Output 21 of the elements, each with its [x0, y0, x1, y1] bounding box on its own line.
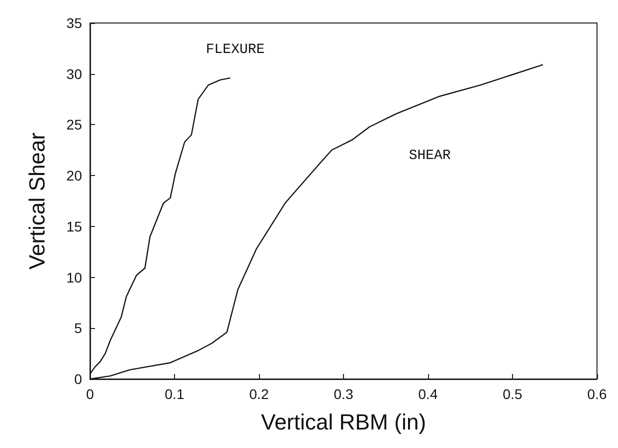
text: SHEAR	[408, 148, 452, 164]
x-tick-label: 0.6	[587, 386, 607, 402]
line-series	[89, 64, 544, 380]
series-label: FLEXURE	[206, 42, 265, 58]
y-tick-label: 30	[66, 66, 82, 82]
x-tick-label: 0.3	[334, 386, 354, 402]
y-axis-title: Vertical Shear	[24, 132, 50, 270]
x-tick-label: 0.2	[249, 386, 269, 402]
x-tick-label: 0.1	[164, 386, 184, 402]
y-tick-label: 35	[66, 15, 82, 31]
y-tick-label: 0	[74, 371, 82, 387]
x-axis-title: Vertical RBM (in)	[260, 410, 426, 434]
y-tick-label: 15	[66, 218, 82, 234]
y-tick-label: 10	[66, 269, 82, 286]
y-tick-label: 25	[66, 116, 82, 133]
x-tick-label: 0.5	[502, 386, 522, 402]
y-tick-label: 20	[66, 168, 82, 184]
y-tick-label: 5	[74, 320, 82, 336]
line-series	[89, 77, 231, 375]
x-tick-label: 0	[86, 386, 94, 402]
x-tick-label: 0.4	[418, 386, 438, 402]
